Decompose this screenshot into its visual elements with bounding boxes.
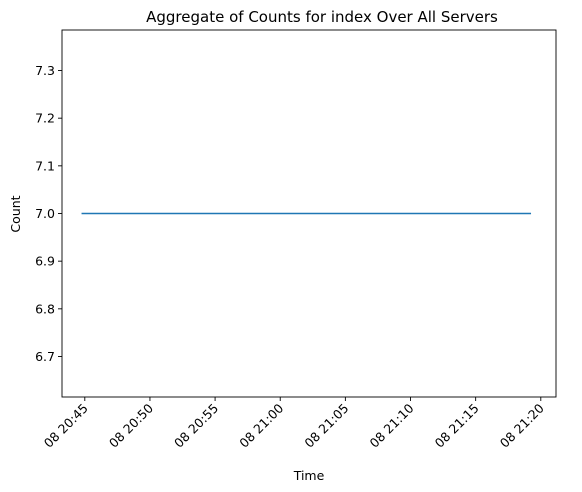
y-tick-label: 6.8	[35, 301, 55, 316]
x-axis-label: Time	[293, 468, 325, 483]
y-axis-label: Count	[8, 195, 23, 232]
y-tick-label: 7.1	[35, 158, 55, 173]
x-tick-label: 08 21:20	[497, 400, 547, 450]
plot-area: 6.7 6.8 6.9 7.0 7.1 7.2 7.3 08 20:45 08 20:50 08 …	[35, 29, 557, 451]
y-tick-label: 7.2	[35, 111, 55, 126]
x-tick-label: 08 20:55	[171, 401, 221, 451]
x-tick-label: 08 21:00	[236, 400, 286, 450]
chart-title: Aggregate of Counts for index Over All S…	[146, 8, 498, 26]
y-tick-label: 6.9	[35, 254, 55, 269]
y-tick-label: 7.3	[35, 63, 55, 78]
x-tick-label: 08 21:15	[432, 401, 482, 451]
y-tick-label: 7.0	[35, 206, 55, 221]
y-tick-label: 6.7	[35, 349, 55, 364]
x-tick-label: 08 20:50	[106, 400, 156, 450]
x-tick-label: 08 20:45	[41, 401, 91, 451]
x-tick-label: 08 21:05	[301, 401, 351, 451]
axes-frame	[61, 29, 557, 398]
x-tick-label: 08 21:10	[366, 400, 416, 450]
